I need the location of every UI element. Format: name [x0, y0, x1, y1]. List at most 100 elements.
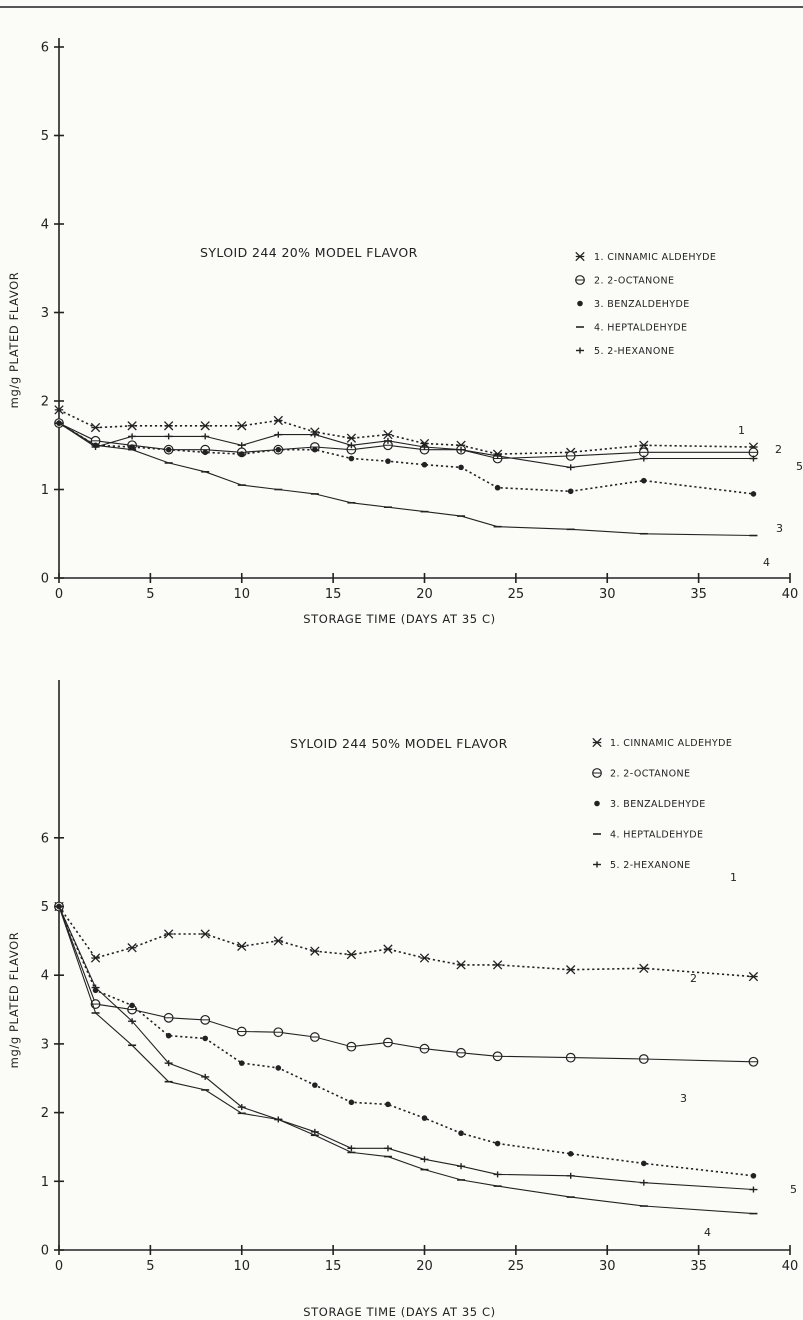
data-point-series-3: [165, 1032, 172, 1039]
series-line-4: [58, 906, 754, 1215]
data-point-series-1: [346, 949, 357, 960]
data-point-series-3: [348, 1099, 355, 1106]
data-point-series-5: [749, 455, 758, 462]
data-point-series-2: [748, 447, 759, 458]
data-point-series-2: [565, 450, 576, 461]
data-point-series-2: [456, 1047, 466, 1058]
y-tick-label: 1: [41, 483, 49, 498]
series-line-3: [58, 906, 754, 1177]
data-point-series-1: [273, 415, 283, 426]
legend-marker-5: [593, 861, 601, 868]
data-point-series-5: [639, 455, 648, 462]
legend-item-2: 2. 2-OCTANONE: [592, 768, 690, 780]
data-point-series-5: [310, 1128, 319, 1135]
legend-label-2: 2. 2-OCTANONE: [594, 276, 674, 287]
data-point-series-2: [638, 1054, 649, 1064]
data-point-series-1: [127, 943, 137, 953]
x-tick-label: 10: [233, 587, 250, 602]
data-point-series-3: [238, 1060, 245, 1066]
series-line-2: [58, 906, 754, 1063]
data-point-series-5: [493, 1171, 502, 1178]
data-point-series-5: [91, 984, 100, 991]
data-point-series-3: [385, 1101, 391, 1108]
legend-item-2: 2. 2-OCTANONE: [575, 275, 674, 287]
data-point-series-1: [127, 421, 137, 431]
series-end-label-3: 3: [680, 1092, 687, 1105]
legend-item-4: 4. HEPTALDEHYDE: [576, 323, 687, 334]
data-point-series-1: [237, 941, 247, 952]
legend-marker-5: [576, 347, 584, 354]
data-point-series-2: [419, 1043, 430, 1054]
data-point-series-2: [346, 1041, 357, 1052]
x-tick-label: 0: [55, 1259, 63, 1274]
legend-marker-2: [592, 768, 602, 778]
legend-item-1: 1. CINNAMIC ALDEHYDE: [592, 737, 732, 749]
data-point-series-3: [641, 1160, 647, 1167]
series-5: [55, 903, 758, 1193]
series-line-5: [58, 906, 754, 1191]
series-end-label-5: 5: [796, 460, 803, 473]
series-5: [55, 420, 758, 471]
data-point-series-1: [273, 936, 283, 946]
data-point-series-3: [458, 464, 464, 471]
y-tick-label: 3: [41, 1037, 49, 1052]
data-point-series-5: [55, 903, 63, 910]
data-point-series-2: [309, 1032, 320, 1042]
series-line-5: [58, 422, 754, 468]
series-line-1: [58, 906, 754, 978]
data-point-series-5: [55, 420, 63, 427]
y-tick-label: 6: [41, 41, 49, 56]
y-tick-label: 4: [41, 218, 49, 233]
data-point-series-5: [420, 444, 429, 451]
data-point-series-5: [164, 1060, 173, 1067]
data-point-series-2: [200, 1014, 211, 1025]
data-point-series-1: [383, 944, 393, 954]
x-tick-label: 35: [690, 1259, 707, 1274]
x-tick-label: 35: [690, 587, 707, 602]
y-tick-label: 3: [41, 306, 49, 321]
data-point-series-2: [163, 1012, 174, 1023]
data-point-series-2: [90, 435, 101, 446]
legend-label-3: 3. BENZALDEHYDE: [594, 299, 690, 310]
data-point-series-3: [385, 458, 391, 464]
data-point-series-3: [312, 1082, 318, 1088]
series-end-label-4: 4: [763, 556, 770, 569]
x-tick-label: 25: [508, 587, 525, 602]
series-4: [55, 422, 758, 537]
legend-item-1: 1. CINNAMIC ALDEHYDE: [575, 251, 716, 263]
series-line-4: [58, 422, 754, 537]
data-point-series-5: [164, 433, 173, 440]
legend-label-4: 4. HEPTALDEHYDE: [610, 830, 703, 841]
data-point-series-3: [494, 484, 501, 491]
y-tick-label: 2: [41, 1106, 49, 1121]
x-tick-label: 10: [233, 1259, 250, 1274]
data-point-series-1: [200, 421, 210, 431]
legend-marker-3: [577, 300, 583, 307]
x-tick-label: 5: [146, 1259, 154, 1274]
data-point-series-3: [129, 444, 135, 450]
y-tick-label: 2: [41, 395, 49, 410]
legend-label-2: 2. 2-OCTANONE: [610, 769, 690, 780]
data-point-series-5: [128, 433, 137, 440]
data-point-series-1: [200, 929, 210, 939]
legend-item-4: 4. HEPTALDEHYDE: [593, 830, 703, 841]
data-point-series-3: [567, 488, 574, 495]
series-1: [54, 405, 759, 459]
series-end-label-3: 3: [776, 522, 783, 535]
data-point-series-3: [312, 446, 318, 453]
legend-label-5: 5. 2-HEXANONE: [594, 346, 675, 357]
y-tick-label: 5: [41, 900, 49, 915]
series-4: [55, 905, 758, 1215]
x-tick-label: 15: [325, 1259, 342, 1274]
data-point-series-5: [457, 446, 466, 453]
legend-label-1: 1. CINNAMIC ALDEHYDE: [594, 252, 716, 263]
data-point-series-5: [128, 1018, 137, 1025]
x-tick-label: 40: [782, 587, 799, 602]
top-border-rule: [0, 0, 803, 8]
legend-item-3: 3. BENZALDEHYDE: [577, 299, 689, 310]
y-tick-label: 5: [41, 129, 49, 144]
series-1: [54, 901, 759, 982]
x-tick-label: 40: [782, 1259, 799, 1274]
data-point-series-3: [348, 455, 355, 462]
